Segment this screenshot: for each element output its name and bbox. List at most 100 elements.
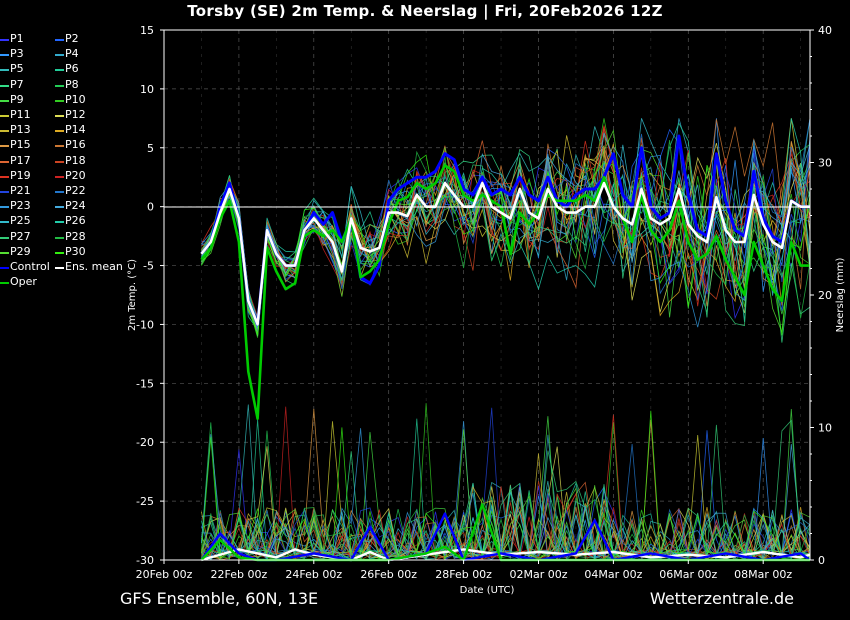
legend-swatch bbox=[0, 99, 9, 102]
series-line-oper bbox=[200, 164, 810, 421]
legend-swatch bbox=[0, 191, 9, 193]
member-precip-line bbox=[201, 418, 811, 561]
legend-label: P13 bbox=[10, 123, 31, 137]
legend-swatch bbox=[0, 69, 9, 72]
precip-line-ens-mean bbox=[201, 548, 811, 562]
legend-swatch bbox=[55, 251, 64, 254]
x-tick-label: 24Feb 00z bbox=[285, 568, 342, 581]
legend-label: P16 bbox=[65, 138, 86, 152]
y-tick-label: 10 bbox=[140, 83, 154, 96]
x-tick-label: 22Feb 00z bbox=[211, 568, 268, 581]
legend-swatch bbox=[55, 267, 64, 269]
legend-swatch bbox=[0, 267, 9, 269]
y-tick-label: -5 bbox=[143, 260, 154, 273]
legend-label: P5 bbox=[10, 62, 24, 76]
y-tick-label: -15 bbox=[136, 377, 154, 390]
legend-swatch bbox=[55, 191, 64, 193]
member-precip-line bbox=[201, 429, 811, 562]
legend-label: P6 bbox=[65, 62, 79, 76]
legend-swatch bbox=[0, 115, 9, 117]
legend-label: P7 bbox=[10, 77, 24, 91]
legend-swatch bbox=[55, 69, 64, 72]
y-tick-label: -30 bbox=[136, 554, 154, 567]
legend-label: P22 bbox=[65, 184, 86, 197]
y-axis-label: 2m Temp. (°C) bbox=[127, 259, 138, 331]
source-credit: Wetterzentrale.de bbox=[649, 589, 794, 608]
legend-label: P2 bbox=[65, 32, 79, 45]
legend-swatch bbox=[55, 39, 64, 41]
legend-label: P4 bbox=[65, 47, 79, 61]
legend-label: P18 bbox=[65, 153, 86, 167]
legend-swatch bbox=[55, 145, 64, 148]
member-precip-line bbox=[201, 407, 811, 561]
legend-label: P10 bbox=[65, 92, 86, 106]
y-axis-ticks: 15 10 5 0 -5 -10 -15 -20 -25 -30 bbox=[136, 24, 164, 567]
legend-label: P28 bbox=[65, 229, 86, 243]
y-tick-label: -20 bbox=[136, 436, 154, 449]
legend-swatch bbox=[55, 236, 64, 239]
legend-swatch bbox=[0, 236, 9, 239]
legend-label: P15 bbox=[10, 138, 31, 152]
legend-swatch bbox=[0, 39, 9, 41]
y2-tick-label: 30 bbox=[818, 157, 832, 170]
legend-swatch bbox=[0, 221, 9, 224]
legend-label: P30 bbox=[65, 244, 86, 258]
ensemble-members bbox=[201, 118, 811, 562]
legend-swatch bbox=[55, 175, 64, 178]
legend-label: P17 bbox=[10, 153, 31, 167]
legend-label: P27 bbox=[10, 229, 31, 243]
highlight-series bbox=[200, 134, 810, 421]
legend-label: P9 bbox=[10, 92, 24, 106]
member-precip-line bbox=[201, 410, 811, 561]
legend-swatch bbox=[0, 54, 9, 57]
x-tick-label: 28Feb 00z bbox=[435, 568, 492, 581]
y2-tick-label: 10 bbox=[818, 422, 832, 435]
x-axis-ticks: 20Feb 00z 22Feb 00z 24Feb 00z 26Feb 00z 28Fe… bbox=[136, 560, 792, 581]
legend-swatch bbox=[0, 160, 9, 163]
member-line bbox=[201, 154, 811, 336]
legend-label: P23 bbox=[10, 199, 31, 213]
chart-title: Torsby (SE) 2m Temp. & Neerslag | Fri, 2… bbox=[187, 2, 663, 20]
y2-tick-label: 40 bbox=[818, 24, 832, 37]
legend-swatch bbox=[0, 206, 9, 209]
legend-label: P14 bbox=[65, 123, 86, 137]
legend-swatch bbox=[55, 115, 64, 117]
y2-axis-ticks: 40 30 20 10 0 bbox=[810, 24, 832, 567]
x-tick-label: 04Mar 00z bbox=[584, 568, 642, 581]
legend-label: P26 bbox=[65, 214, 86, 228]
y-tick-label: -10 bbox=[136, 318, 154, 331]
y-tick-label: -25 bbox=[136, 495, 154, 508]
legend-label: Ens. mean bbox=[65, 260, 123, 273]
legend-swatch bbox=[0, 84, 9, 87]
x-tick-label: 06Mar 00z bbox=[659, 568, 717, 581]
x-tick-label: 02Mar 00z bbox=[509, 568, 567, 581]
legend-label: P8 bbox=[65, 77, 79, 91]
legend-label: P1 bbox=[10, 32, 24, 45]
member-line bbox=[201, 145, 811, 328]
x-tick-label: 26Feb 00z bbox=[360, 568, 417, 581]
legend-swatch bbox=[0, 251, 9, 254]
legend-swatch bbox=[55, 206, 64, 209]
legend-swatch bbox=[55, 54, 64, 57]
legend-swatch bbox=[55, 84, 64, 87]
legend-label: P24 bbox=[65, 199, 86, 213]
y2-tick-label: 0 bbox=[818, 554, 825, 567]
legend-swatch bbox=[0, 282, 9, 285]
legend-swatch bbox=[0, 175, 9, 178]
legend-label: P21 bbox=[10, 184, 31, 197]
legend-swatch bbox=[0, 145, 9, 148]
legend-label: P11 bbox=[10, 108, 31, 121]
legend-label: Oper bbox=[10, 275, 37, 289]
legend-label: P25 bbox=[10, 214, 31, 228]
legend-swatch bbox=[55, 160, 64, 163]
legend-label: P12 bbox=[65, 108, 86, 121]
y-tick-label: 15 bbox=[140, 24, 154, 37]
series-line-ens-mean bbox=[200, 181, 810, 326]
member-precip-line bbox=[201, 420, 811, 561]
y-tick-label: 5 bbox=[147, 142, 154, 155]
x-tick-label: 08Mar 00z bbox=[734, 568, 792, 581]
y2-tick-label: 20 bbox=[818, 289, 832, 302]
legend-swatch bbox=[55, 130, 64, 133]
member-precip-line bbox=[201, 491, 811, 561]
